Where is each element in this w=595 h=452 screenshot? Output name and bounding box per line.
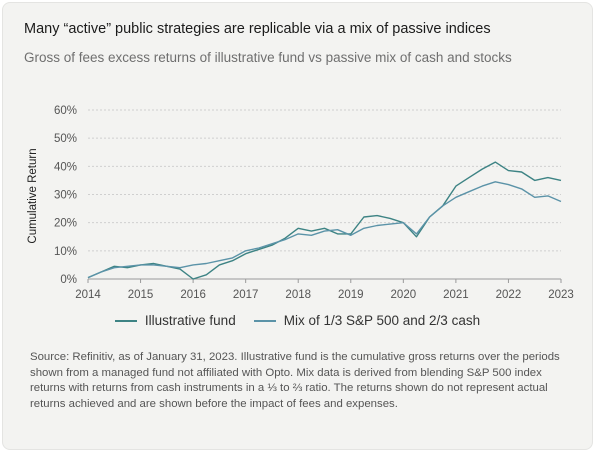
legend-item-mix: Mix of 1/3 S&P 500 and 2/3 cash: [253, 313, 481, 328]
x-tick-label: 2021: [443, 289, 469, 301]
y-tick-label: 30%: [54, 190, 77, 202]
gridlines: [88, 109, 561, 280]
legend-item-fund: Illustrative fund: [114, 313, 236, 328]
y-tick-label: 40%: [54, 161, 77, 173]
chart-title: Many “active” public strategies are repl…: [24, 21, 491, 37]
y-tick-label: 50%: [54, 133, 77, 145]
y-tick-label: 60%: [54, 105, 77, 117]
y-tick-label: 10%: [54, 246, 77, 258]
x-tick-label: 2023: [548, 289, 574, 301]
x-tick-label: 2022: [496, 289, 522, 301]
legend-label-fund: Illustrative fund: [144, 313, 236, 328]
y-tick-label: 0%: [60, 274, 77, 286]
legend-swatch-fund: [114, 319, 137, 322]
x-tick-label: 2015: [128, 289, 154, 301]
source-note: Source: Refinitiv, as of January 31, 202…: [30, 351, 560, 410]
x-tick-label: 2020: [391, 289, 417, 301]
chart-subtitle: Gross of fees excess returns of illustra…: [24, 50, 512, 65]
series-lines: [87, 161, 562, 280]
series-line-1: [87, 181, 562, 279]
x-tick-label: 2016: [180, 289, 206, 301]
legend-swatch-mix: [253, 319, 276, 322]
x-tick-label: 2017: [233, 289, 259, 301]
legend-label-mix: Mix of 1/3 S&P 500 and 2/3 cash: [283, 313, 481, 328]
x-tick-labels: 2014 2015 2016 2017 2018 2019 2020 2021 2022 2023: [75, 279, 574, 301]
x-tick-label: 2019: [338, 289, 364, 301]
y-tick-labels: 0% 10% 20% 30% 40% 50% 60%: [54, 105, 77, 286]
series-line-0: [87, 161, 562, 280]
x-tick-label: 2014: [75, 289, 101, 301]
y-tick-label: 20%: [54, 218, 77, 230]
legend: Illustrative fund Mix of 1/3 S&P 500 and…: [0, 313, 595, 328]
x-tick-label: 2018: [285, 289, 311, 301]
